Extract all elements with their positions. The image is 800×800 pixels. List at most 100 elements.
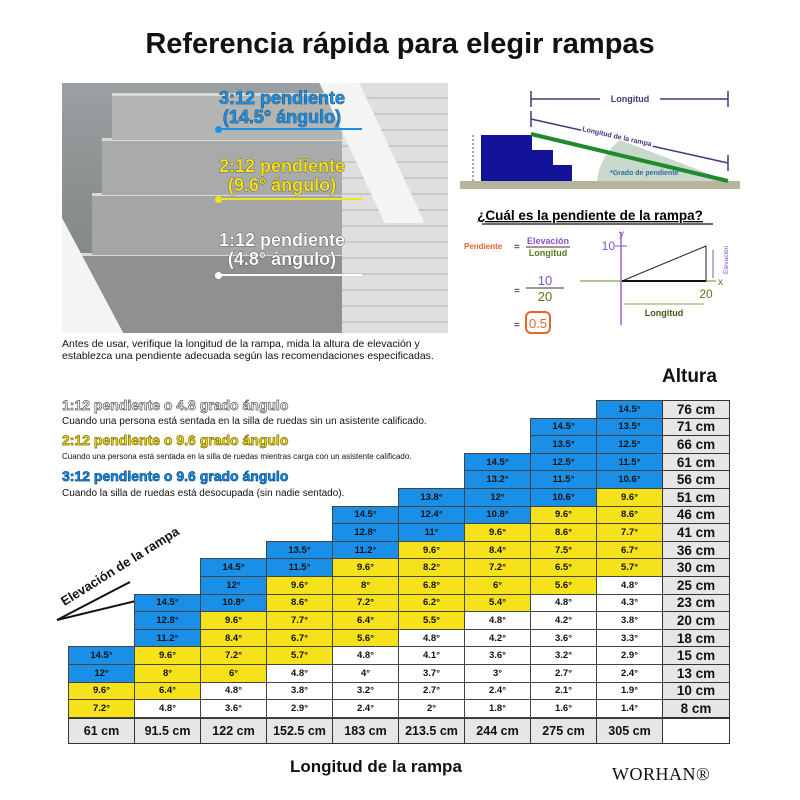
angle-cell: 11.5° — [596, 452, 663, 472]
angle-cell: 1.8° — [464, 699, 531, 718]
height-label: 61 cm — [662, 452, 730, 472]
angle-cell: 12° — [200, 576, 267, 595]
angle-cell: 9.6° — [332, 558, 399, 577]
stairs-photo: 3:12 pendiente (14.5° ángulo) 2:12 pendie… — [62, 83, 448, 333]
angle-cell: 11.2° — [332, 540, 399, 560]
angle-cell: 14.5° — [464, 452, 531, 472]
marker-dot — [215, 196, 222, 203]
height-label: 13 cm — [662, 664, 730, 683]
length-label: 213.5 cm — [398, 717, 465, 744]
ramp-length-arrow — [530, 118, 729, 164]
legend-heading-3-12: 3:12 pendiente o 9.6 grado ángulo — [62, 468, 289, 485]
length-label: 61 cm — [68, 717, 135, 744]
svg-text:y: y — [619, 229, 624, 240]
angle-cell: 8.4° — [464, 540, 531, 560]
angle-cell: 5.6° — [530, 576, 597, 595]
svg-text:Elevación: Elevación — [723, 245, 730, 274]
angle-cell: 13.5° — [596, 417, 663, 437]
height-label: 18 cm — [662, 628, 730, 648]
angle-cell: 6.4° — [332, 611, 399, 630]
angle-cell: 10.8° — [200, 593, 267, 613]
angle-cell: 8° — [332, 576, 399, 595]
height-label: 66 cm — [662, 435, 730, 454]
angle-cell: 8.6° — [266, 593, 333, 613]
height-label: 46 cm — [662, 505, 730, 525]
angle-cell: 4.8° — [398, 628, 465, 648]
length-title: Longitud de la rampa — [290, 757, 462, 776]
angle-cell: 8.6° — [596, 505, 663, 525]
angle-cell: 3.7° — [398, 664, 465, 683]
angle-cell: 12° — [464, 488, 531, 507]
angle-cell: 9.6° — [68, 681, 135, 701]
angle-cell: 7.2° — [200, 646, 267, 665]
angle-cell: 3.3° — [596, 628, 663, 648]
height-label: 36 cm — [662, 540, 730, 560]
length-label: 305 cm — [596, 717, 663, 744]
legend-desc-1-12: Cuando una persona está sentada en la si… — [62, 416, 427, 427]
angle-cell: 4.8° — [332, 646, 399, 665]
length-label: 122 cm — [200, 717, 267, 744]
angle-cell: 9.6° — [398, 540, 465, 560]
length-label: 183 cm — [332, 717, 399, 744]
usage-note: Antes de usar, verifique la longitud de … — [62, 338, 434, 362]
angle-cell: 3.6° — [464, 646, 531, 665]
angle-cell: 9.6° — [134, 646, 201, 665]
angle-cell: 7.5° — [530, 540, 597, 560]
angle-cell: 4.8° — [530, 593, 597, 613]
grade-label: *Grado de pendiente — [610, 170, 679, 177]
length-label: 244 cm — [464, 717, 531, 744]
angle-cell: 7.2° — [68, 699, 135, 718]
angle-cell: 8.4° — [200, 628, 267, 648]
slope-question: ¿Cuál es la pendiente de la rampa? — [477, 208, 703, 223]
marker-line — [222, 274, 362, 276]
angle-cell: 3.8° — [266, 681, 333, 701]
angle-cell: 13.8° — [398, 488, 465, 507]
svg-text:=: = — [514, 286, 520, 297]
height-label: 30 cm — [662, 558, 730, 577]
marker-dot — [215, 126, 222, 133]
angle-cell: 11.5° — [266, 558, 333, 577]
result-box — [525, 311, 551, 334]
pendiente-label: Pendiente — [464, 242, 503, 251]
length-label: 91.5 cm — [134, 717, 201, 744]
angle-cell: 9.6° — [200, 611, 267, 630]
angle-cell: 8.6° — [530, 523, 597, 542]
angle-cell: 5.5° — [398, 611, 465, 630]
height-label: 71 cm — [662, 417, 730, 437]
angle-cell: 12.8° — [134, 611, 201, 630]
marker-dot — [215, 272, 222, 279]
angle-cell: 6.2° — [398, 593, 465, 613]
svg-text:=: = — [514, 242, 520, 253]
angle-cell: 10.8° — [464, 505, 531, 525]
angle-cell: 12° — [68, 664, 135, 683]
angle-cell: 7.7° — [266, 611, 333, 630]
angle-cell: 5.6° — [332, 628, 399, 648]
angle-cell: 2° — [398, 699, 465, 718]
photo-label-3-12: 3:12 pendiente (14.5° ángulo) — [218, 88, 346, 127]
height-label: 41 cm — [662, 523, 730, 542]
angle-cell: 9.6° — [464, 523, 531, 542]
legend-heading-2-12: 2:12 pendiente o 9.6 grado ángulo — [62, 432, 289, 449]
angle-cell: 4.8° — [200, 681, 267, 701]
angle-cell: 10.6° — [596, 470, 663, 489]
numerator-value: 10 — [538, 273, 552, 288]
longitud-label: Longitud — [611, 94, 649, 104]
brand-logo: WORHAN® — [612, 764, 711, 784]
page-title: Referencia rápida para elegir rampas — [145, 28, 655, 60]
angle-cell: 13.5° — [530, 435, 597, 454]
height-label: 76 cm — [662, 400, 730, 419]
height-label: 25 cm — [662, 576, 730, 595]
angle-cell: 12.5° — [530, 452, 597, 472]
ramp-diagram: Longitud Longitud de la rampa *Grado de … — [460, 91, 740, 189]
height-label: 8 cm — [662, 699, 730, 718]
angle-cell: 7.7° — [596, 523, 663, 542]
angle-cell: 3.6° — [200, 699, 267, 718]
angle-cell: 4° — [332, 664, 399, 683]
angle-cell: 6.8° — [398, 576, 465, 595]
x-tick: 20 — [699, 287, 713, 301]
angle-cell: 1.6° — [530, 699, 597, 718]
y-tick: 10 — [602, 239, 616, 253]
angle-cell: 14.5° — [596, 400, 663, 419]
angle-cell: 14.5° — [68, 646, 135, 665]
angle-cell: 2.4° — [596, 664, 663, 683]
